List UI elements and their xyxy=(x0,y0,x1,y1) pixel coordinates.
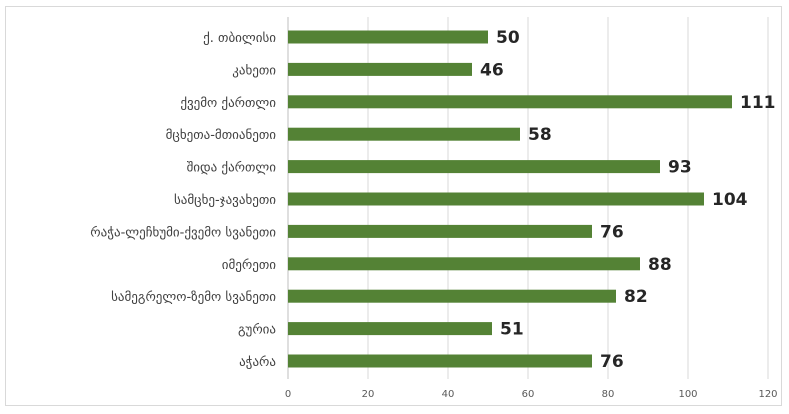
x-tick-label: 100 xyxy=(678,389,697,400)
data-label: 82 xyxy=(624,287,648,307)
category-label: გურია xyxy=(238,323,276,338)
data-label: 51 xyxy=(500,320,524,340)
data-label: 93 xyxy=(668,158,692,178)
category-label: მცხეთა-მთიანეთი xyxy=(166,128,277,143)
category-labels: ქ. თბილისი კახეთი ქვემო ქართლი მცხეთა-მთიან… xyxy=(90,31,276,370)
category-label: კახეთი xyxy=(232,63,276,78)
data-label: 58 xyxy=(528,125,552,145)
bar xyxy=(288,322,492,336)
category-label: შიდა ქართლი xyxy=(187,161,277,176)
data-label: 76 xyxy=(600,222,624,242)
x-tick-label: 20 xyxy=(362,389,375,400)
bar xyxy=(288,354,592,368)
bar xyxy=(288,257,640,271)
x-tick-label: 60 xyxy=(522,389,535,400)
chart-frame: ქ. თბილისი კახეთი ქვემო ქართლი მცხეთა-მთიან… xyxy=(5,6,782,406)
category-label: იმერეთი xyxy=(222,258,276,273)
data-label: 104 xyxy=(712,190,748,210)
x-axis-ticks: 0 20 40 60 80 100 120 xyxy=(285,389,778,400)
bar xyxy=(288,95,732,109)
bar xyxy=(288,289,616,303)
data-label: 88 xyxy=(648,255,672,275)
category-label: სამეგრელო-ზემო სვანეთი xyxy=(111,290,276,305)
category-label: რაჭა-ლეჩხუმი-ქვემო სვანეთი xyxy=(90,225,276,240)
category-label: ქვემო ქართლი xyxy=(180,96,276,111)
data-label: 50 xyxy=(496,28,520,48)
x-tick-label: 0 xyxy=(285,389,291,400)
bar xyxy=(288,192,704,206)
category-label: ქ. თბილისი xyxy=(203,31,276,46)
data-label: 111 xyxy=(740,93,776,113)
bar xyxy=(288,62,472,76)
bars xyxy=(288,30,732,368)
data-label: 76 xyxy=(600,352,624,372)
x-tick-label: 120 xyxy=(758,389,777,400)
category-label: სამცხე-ჯავახეთი xyxy=(174,193,276,208)
bar xyxy=(288,30,488,44)
bar-chart: ქ. თბილისი კახეთი ქვემო ქართლი მცხეთა-მთიან… xyxy=(90,17,778,400)
bar xyxy=(288,160,660,174)
category-label: აჭარა xyxy=(239,355,276,370)
data-label: 46 xyxy=(480,60,504,80)
x-tick-label: 80 xyxy=(602,389,615,400)
bar xyxy=(288,127,520,141)
x-tick-label: 40 xyxy=(442,389,455,400)
bar xyxy=(288,224,592,238)
